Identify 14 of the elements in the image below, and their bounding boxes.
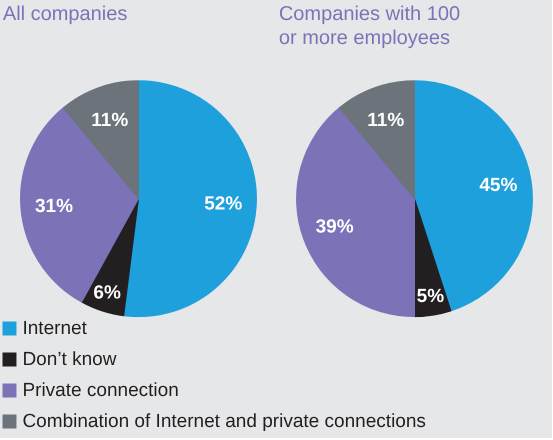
data-label: 31%	[34, 196, 74, 217]
data-label: 11%	[91, 110, 128, 132]
data-label: 11%	[367, 110, 404, 132]
legend-label: Private connection	[22, 380, 179, 401]
data-label: 45%	[479, 175, 518, 196]
data-label: 52%	[204, 193, 242, 214]
legend-label: Combination of Internet and private connections	[22, 411, 426, 432]
legend-label: Internet	[22, 318, 88, 339]
data-label: 5%	[416, 286, 444, 308]
data-label: 39%	[316, 216, 354, 238]
data-label: 6%	[93, 282, 121, 304]
chart-title: Companies with 100 or more employees	[278, 2, 460, 50]
legend-label: Don’t know	[22, 349, 117, 370]
chart-title: All companies	[2, 2, 128, 25]
